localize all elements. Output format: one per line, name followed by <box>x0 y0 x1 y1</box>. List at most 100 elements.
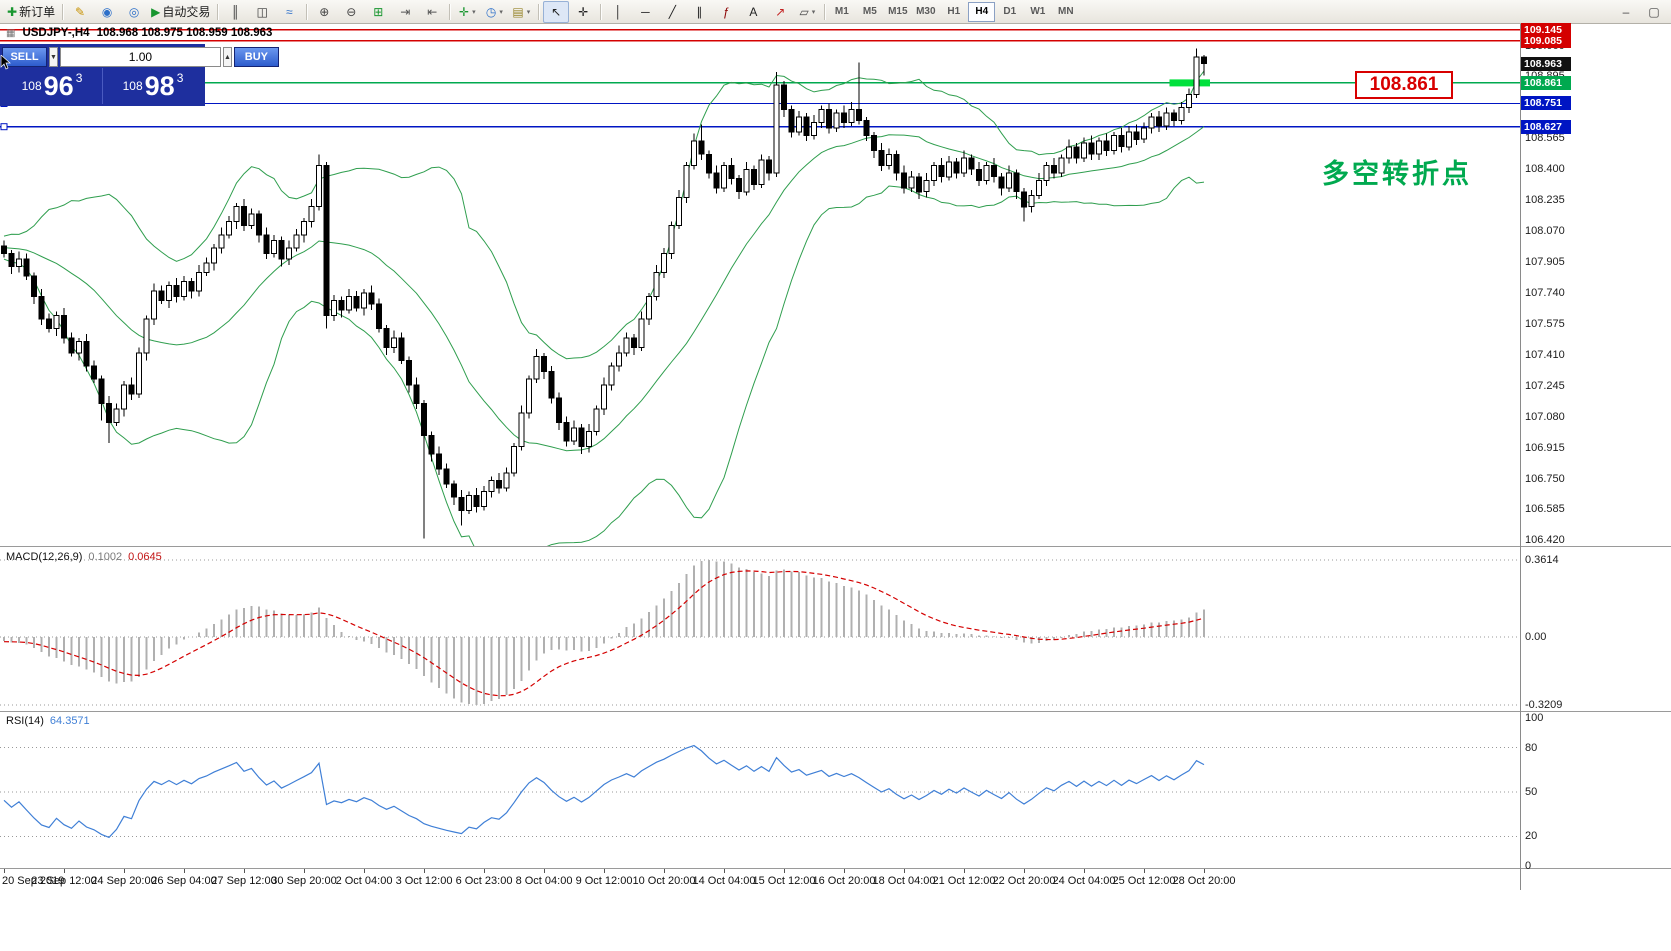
templates-icon[interactable]: ▤ ▾ <box>508 1 534 23</box>
trendline-icon[interactable]: ╱ <box>659 1 685 23</box>
tile-windows-icon[interactable]: ⊞ <box>365 1 391 23</box>
navigator-icon[interactable]: ◎ <box>121 1 147 23</box>
time-label: 14 Oct 04:00 <box>692 875 756 887</box>
sell-price[interactable]: 108 96 3 <box>2 68 102 104</box>
panel-separator-rsi[interactable] <box>0 711 1671 712</box>
buy-button[interactable]: BUY <box>233 47 279 67</box>
rsi-line <box>3 744 1205 839</box>
volume-decrease-button[interactable]: ▼ <box>49 47 58 67</box>
price-divider <box>102 68 103 104</box>
price-tick: 107.410 <box>1525 349 1565 361</box>
timeframe-w1[interactable]: W1 <box>1030 6 1046 17</box>
chart-window-icon: ▦ <box>6 27 16 39</box>
sell-button[interactable]: SELL <box>2 47 47 67</box>
price-axis[interactable]: 109.060108.895108.730108.565108.400108.2… <box>1520 23 1671 890</box>
toolbar-separator <box>62 3 64 20</box>
time-tick <box>1024 869 1025 873</box>
window-buttons: – ▢ <box>1613 1 1667 23</box>
macd-main-value: 0.1002 <box>88 551 123 563</box>
zoom-out-button[interactable]: ⊖ <box>338 1 364 23</box>
templates-icon: ▤ <box>512 4 524 19</box>
timeframe-m15[interactable]: M15 <box>888 6 908 17</box>
rsi-panel[interactable] <box>0 712 1520 868</box>
timeframe-m5[interactable]: M5 <box>862 6 877 17</box>
periods-icon[interactable]: ◷ ▾ <box>481 1 507 23</box>
arrow-label-icon: ↗ <box>775 4 786 19</box>
timeframe-h4[interactable]: H4 <box>968 1 996 22</box>
support-line-2-handle[interactable] <box>0 123 8 131</box>
price-tick: 108.235 <box>1525 194 1565 206</box>
volume-input[interactable] <box>59 47 221 67</box>
buy-price[interactable]: 108 98 3 <box>103 68 203 104</box>
indicators-icon[interactable]: ✛ ▾ <box>454 1 480 23</box>
chevron-down-icon: ▾ <box>526 8 531 16</box>
buy-price-big: 98 <box>144 71 175 101</box>
panel-separator-macd[interactable] <box>0 546 1671 547</box>
tile-windows-icon: ⊞ <box>373 4 384 19</box>
time-label: 16 Oct 20:00 <box>812 875 876 887</box>
volume-increase-button[interactable]: ▲ <box>222 47 232 67</box>
timeframe-m30[interactable]: M30 <box>916 6 936 17</box>
bar-chart-icon[interactable]: ║ <box>222 1 248 23</box>
market-watch-icon[interactable]: ◉ <box>94 1 120 23</box>
price-tick: 106.915 <box>1525 442 1565 454</box>
trade-controls-row: SELL ▼ ▲ BUY <box>2 46 279 68</box>
arrow-label-icon[interactable]: ↗ <box>767 1 793 23</box>
chart-restore-icon[interactable]: ▢ <box>1648 4 1660 19</box>
time-tick <box>724 869 725 873</box>
time-label: 23 Sep 12:00 <box>31 875 97 887</box>
new-order-button[interactable]: ✚ 新订单 <box>4 1 58 23</box>
text-icon: A <box>749 4 758 19</box>
time-tick <box>1144 869 1145 873</box>
timeframe-h1[interactable]: H1 <box>947 6 961 17</box>
time-axis[interactable]: 20 Sep 2019 23 Sep 12:00 24 Sep 20:00 26 Se… <box>0 868 1671 891</box>
auto-trading-button[interactable]: ▶ 自动交易 <box>148 1 213 23</box>
text-icon[interactable]: A <box>740 1 766 23</box>
zoom-in-button: ⊕ <box>319 4 330 19</box>
fibonacci-icon[interactable]: ƒ <box>713 1 739 23</box>
timeframe-m1[interactable]: M1 <box>834 6 849 17</box>
toolbar-separator <box>449 3 451 20</box>
auto-scroll-icon[interactable]: ⇥ <box>392 1 418 23</box>
new-order-button-label: 新订单 <box>19 5 56 19</box>
time-label: 30 Sep 20:00 <box>271 875 337 887</box>
metaeditor-icon[interactable]: ✎ <box>67 1 93 23</box>
rsi-name: RSI(14) <box>6 715 44 727</box>
mouse-cursor <box>0 55 11 70</box>
toolbar-separator <box>600 3 602 20</box>
shapes-icon[interactable]: ▱ ▾ <box>794 1 820 23</box>
cursor-icon[interactable]: ↖ <box>543 0 570 23</box>
candlestick-chart-icon[interactable]: ◫ <box>249 1 275 23</box>
line-chart-icon[interactable]: ≈ <box>276 1 302 23</box>
timeframe-d1[interactable]: D1 <box>1003 6 1017 17</box>
time-label: 25 Oct 12:00 <box>1112 875 1176 887</box>
rsi-axis-tick: 20 <box>1525 830 1538 842</box>
zoom-in-button[interactable]: ⊕ <box>311 1 337 23</box>
trade-prices-row: 108 96 3 108 98 3 <box>2 68 203 104</box>
bollinger-middle-band <box>3 126 1205 452</box>
toolbar-separator <box>217 3 219 20</box>
time-tick <box>184 869 185 873</box>
chart-shift-icon[interactable]: ⇤ <box>419 1 445 23</box>
new-order-button: ✚ <box>7 4 18 19</box>
timeframe-toolbar: M1 M5 M15 M30 H1 H4 D1 W1 MN <box>828 1 1079 22</box>
timeframe-mn[interactable]: MN <box>1058 6 1074 17</box>
time-label: 24 Oct 04:00 <box>1052 875 1116 887</box>
market-watch-icon: ◉ <box>101 4 113 19</box>
time-tick <box>904 869 905 873</box>
chart-minimize-icon[interactable]: – <box>1622 4 1630 19</box>
time-tick <box>604 869 605 873</box>
channel-icon[interactable]: ∥ <box>686 1 712 23</box>
vertical-line-icon[interactable]: │ <box>605 1 631 23</box>
price-marker-108.627: 108.627 <box>1521 120 1571 134</box>
horizontal-line-icon[interactable]: ─ <box>632 1 658 23</box>
main-chart[interactable] <box>0 24 1520 546</box>
time-tick <box>664 869 665 873</box>
macd-name: MACD(12,26,9) <box>6 551 83 563</box>
chevron-down-icon: ▾ <box>499 8 503 16</box>
macd-panel[interactable] <box>0 547 1520 712</box>
chevron-down-icon: ▾ <box>811 8 816 16</box>
crosshair-icon[interactable]: ✛ <box>570 1 596 23</box>
highlight-entry-zone[interactable] <box>1169 79 1211 87</box>
toolbar: ✚ 新订单 ✎ ◉ ◎ ▶ 自动交易 ║ ◫ ≈ ⊕ ⊖ ⊞ ⇥ ⇤ ✛ ▾ ◷ ▾ ▤ ▾ ↖ ✛ │ ─ ╱ ∥ ƒ A ↗ ▱ ▾ M1… <box>0 0 1671 24</box>
